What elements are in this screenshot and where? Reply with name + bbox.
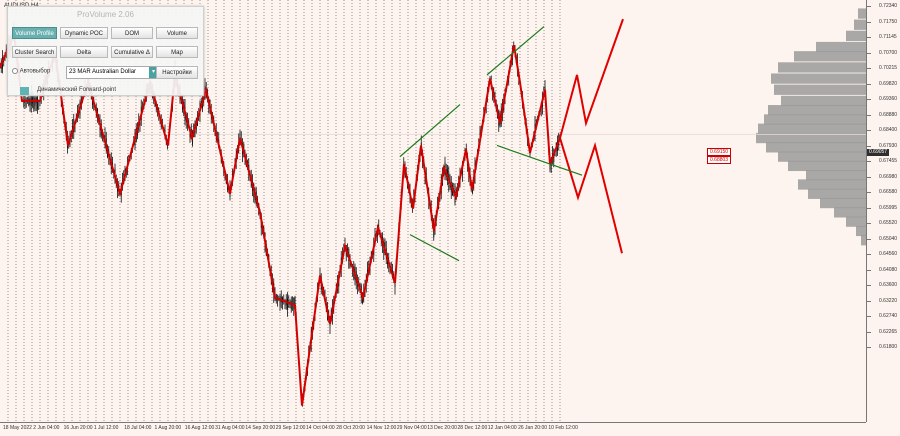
channel-line [400,105,460,157]
volume-profile-bar [808,189,866,199]
price-tick-label: 0.65040 [879,236,897,242]
time-tick-label: 18 May 2022 [3,425,32,431]
price-tick-label: 0.65520 [879,220,897,226]
price-tick-label: 0.69820 [879,81,897,87]
price-tick-label: 0.64560 [879,251,897,257]
cumulative-delta-button[interactable]: Cumulative Δ [111,46,153,58]
volume-profile-bar [768,105,866,115]
channel-line [497,145,582,175]
candle-body [37,96,38,109]
time-tick-label: 12 Jan 04:00 [488,425,517,431]
time-tick-label: 1 Jul 12:00 [94,425,118,431]
price-tick-label: 0.61800 [879,344,897,350]
radio-icon [12,68,18,74]
volume-profile-bar [834,207,866,217]
candle-body [293,298,294,310]
price-tick-label: 0.72340 [879,3,897,9]
volume-profile-bar [816,42,866,52]
settings-button[interactable]: Настройки [156,66,198,79]
volume-profile-bar [806,170,866,180]
price-tick-label: 0.67455 [879,158,897,164]
time-tick-label: 2 Jun 04:00 [33,425,59,431]
time-tick-label: 31 Aug 04:00 [215,425,244,431]
volume-button[interactable]: Volume [156,27,198,39]
volume-profile-bar [778,62,866,72]
price-tick-label: 0.68400 [879,127,897,133]
time-tick-label: 10 Feb 12:00 [548,425,577,431]
time-tick-label: 28 Dec 12:00 [458,425,488,431]
forward-point-checkbox[interactable] [20,87,29,95]
price-tick-label: 0.64080 [879,267,897,273]
current-price-badge: 0.69057 [867,149,889,156]
price-tick-label: 0.71750 [879,19,897,25]
time-tick-label: 18 Jul 04:00 [124,425,151,431]
price-tick-label: 0.70215 [879,65,897,71]
forward-point-label: Динамический Forward-point [37,87,116,93]
forecast-line-up [560,19,623,138]
instrument-value: 23 MAR Australian Dollar [69,69,136,75]
instrument-select[interactable]: 23 MAR Australian Dollar ▾ [66,66,159,79]
volume-profile-bar [788,161,866,171]
volume-profile-bar [766,142,866,152]
time-tick-label: 28 Oct 20:00 [336,425,365,431]
volume-profile-button[interactable]: Volume Profile [12,27,57,39]
price-tick-label: 0.68880 [879,112,897,118]
volume-profile-bar [858,8,866,18]
price-tick-label: 0.70700 [879,50,897,56]
level-price-label: 0.69150 [707,148,731,156]
time-tick-label: 14 Nov 12:00 [367,425,397,431]
dynamic-poc-button[interactable]: Dynamic POC [60,27,108,39]
time-tick-label: 14 Oct 04:00 [306,425,335,431]
panel-title: ProVolume 2.06 [8,10,203,19]
forecast-line-down [560,138,622,253]
time-tick-label: 16 Aug 12:00 [185,425,214,431]
channel-line [410,235,459,261]
volume-profile-bar [764,114,866,124]
time-tick-label: 16 Jun 20:00 [64,425,93,431]
price-tick-label: 0.63600 [879,282,897,288]
time-tick-label: 1 Aug 20:00 [155,425,182,431]
time-tick-label: 29 Nov 04:00 [397,425,427,431]
volume-profile-bar [846,217,866,227]
volume-profile-bar [798,179,866,189]
volume-profile-bar [854,20,866,30]
time-tick-label: 29 Sep 12:00 [276,425,306,431]
cluster-search-button[interactable]: Cluster Search [12,46,57,58]
price-tick-label: 0.63220 [879,298,897,304]
candle-body [33,96,34,109]
time-tick-label: 26 Jan 20:00 [518,425,547,431]
volume-profile-bar [781,96,866,106]
volume-profile-bar [794,51,866,61]
provolume-panel[interactable]: ProVolume 2.06 Volume Profile Dynamic PO… [7,6,204,96]
price-tick-label: 0.69360 [879,96,897,102]
volume-profile-bar [771,73,866,83]
price-tick-label: 0.66580 [879,189,897,195]
volume-profile-bar [758,124,866,134]
time-tick-label: 14 Sep 20:00 [245,425,275,431]
price-tick-label: 0.67930 [879,143,897,149]
autoselect-label: Автовыбор [20,69,51,75]
volume-profile-bar [856,226,866,236]
delta-button[interactable]: Delta [60,46,108,58]
price-tick-label: 0.62740 [879,313,897,319]
volume-profile-bar [846,31,866,41]
candle-body [280,296,281,306]
price-scale[interactable]: 0.72340 0.71750 0.71145 0.70700 0.70215 0.698… [866,0,900,422]
price-tick-label: 0.66980 [879,174,897,180]
price-tick-label: 0.71145 [879,34,897,40]
volume-profile-bar [774,85,866,95]
price-tick-label: 0.65995 [879,205,897,211]
map-button[interactable]: Map [156,46,198,58]
volume-profile-bar [820,198,866,208]
price-tick-label: 0.62265 [879,329,897,335]
volume-profile-bar [778,151,866,161]
channel-line [487,27,544,75]
dom-button[interactable]: DOM [111,27,153,39]
candle-body [287,298,288,309]
time-tick-label: 13 Dec 20:00 [427,425,457,431]
level-price-label: 0.68803 [707,156,731,164]
autoselect-checkbox[interactable]: Автовыбор [12,68,50,75]
